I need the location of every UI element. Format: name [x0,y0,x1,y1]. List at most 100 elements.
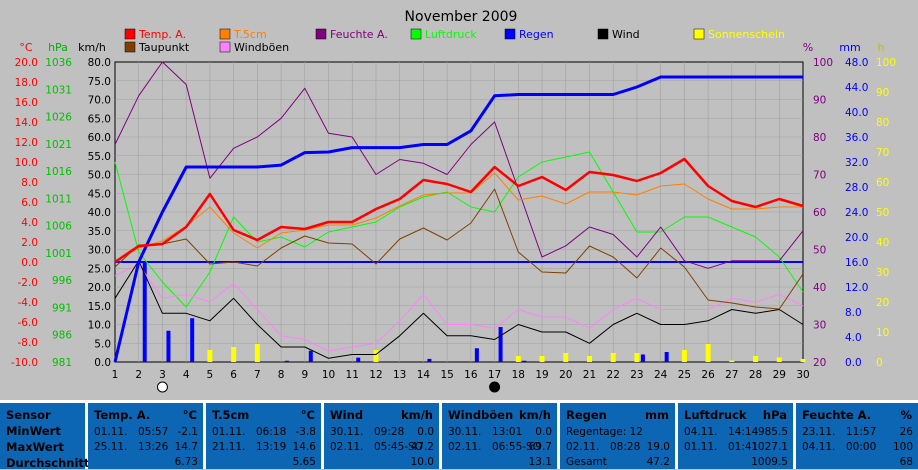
legend-label: Sonnenschein [708,28,785,41]
panel-title: Windböen [448,408,514,422]
tick-label-humidity_pct: 40 [813,282,826,294]
avg-row: 68 [802,456,913,470]
min-date: 04.11. [684,426,718,438]
series-line-t-5cm [114,172,803,263]
rain-bar [166,330,171,362]
axis-labels: °C hPa km/h% mm h [19,41,884,54]
tick-label-temp_c: -2.0 [18,277,39,289]
series-line-wind [114,260,804,359]
rain-bar [522,360,527,362]
min-date: 30.11. [448,426,482,438]
x-tick-label: 11 [346,369,359,381]
x-tick-label: 2 [135,369,142,381]
tick-label-temp_c: 16.0 [15,97,38,109]
axis-unit-wind_kmh: km/h [78,41,106,54]
max-time: 00:00 [846,441,877,453]
x-tick-label: 1 [112,369,119,381]
sun-bar [254,344,260,362]
tick-label-humidity_pct: 70 [813,170,826,182]
x-tick-label: 23 [630,369,643,381]
rain-bar [332,361,337,362]
tick-label-pressure_hpa: 1006 [45,221,72,233]
sensor-header: Sensor [6,408,51,422]
tick-label-temp_c: 14.0 [15,117,38,129]
tick-label-rain_mm: 32.0 [845,157,868,169]
max-time: 06:55-SO [492,441,541,453]
tick-label-wind_kmh: 5.0 [94,338,111,350]
panel-title: Feuchte A. [802,408,872,422]
tick-label-wind_kmh: 65.0 [88,113,111,125]
tick-label-wind_kmh: 30.0 [88,245,111,257]
summary-table: Sensor MinWert MaxWert Durchschnitt Temp… [0,400,918,470]
avg-row: Gesamt 47.2 [566,456,670,470]
tick-label-pressure_hpa: 996 [52,275,72,287]
rain-bar [308,350,313,362]
max-value: 69.7 [528,441,552,453]
tick-label-rain_mm: 40.0 [845,107,868,119]
tick-label-temp_c: 4.0 [21,217,38,229]
x-tick-label: 19 [535,369,548,381]
min-time: 05:57 [138,426,169,438]
tick-label-sun_h: 30 [876,267,889,279]
x-tick-label: 18 [512,369,525,381]
x-tick-label: 29 [773,369,786,381]
x-tick-label: 27 [725,369,738,381]
summary-panel-t-5cm: T.5cm °C 01.11. 06:18 -3.8 21.11. 13:19 14.6 5.6… [206,403,321,469]
panel-title: Wind [330,408,364,422]
rain-bar [427,358,432,362]
tick-label-rain_mm: 36.0 [845,132,868,144]
tick-label-temp_c: 0.0 [21,257,38,269]
avg-value: 47.2 [646,456,670,468]
tick-label-humidity_pct: 50 [813,245,826,257]
legend-label: T.5cm [233,28,267,41]
panel-unit: °C [182,408,197,422]
max-date: 04.11. [802,441,836,453]
tick-label-rain_mm: 28.0 [845,182,868,194]
axis-unit-temp_c: °C [19,41,33,54]
avg-value: 5.65 [292,456,316,468]
tick-label-rain_mm: 8.0 [845,307,862,319]
tick-label-humidity_pct: 80 [813,132,826,144]
x-tick-label: 28 [749,369,762,381]
series-line-feuchte-a- [114,61,804,269]
max-value: 14.6 [292,441,316,453]
max-date: 21.11. [212,441,246,453]
chart-legend: Temp. A. T.5cm Feuchte A. Luftdruck Regen Win… [124,28,785,54]
min-value: -2.1 [177,426,199,438]
bar-marks [142,262,806,362]
min-time: 09:28 [374,426,405,438]
tick-label-rain_mm: 48.0 [845,57,868,69]
x-tick-label: 8 [278,369,285,381]
series-line-temp-a- [114,157,804,264]
max-date: 02.11. [330,441,364,453]
tick-label-temp_c: -4.0 [18,297,39,309]
x-tick-label: 20 [559,369,572,381]
sun-bar [729,360,735,362]
sun-bar [231,347,237,362]
panel-unit: mm [645,408,669,422]
x-tick-label: 9 [301,369,308,381]
tick-label-sun_h: 20 [876,297,889,309]
tick-label-temp_c: 8.0 [21,177,38,189]
panel-title: Luftdruck [684,408,747,422]
x-tick-label: 5 [207,369,214,381]
weather-chart: November 2009 Temp. A. T.5cm Feuchte A. Luf… [11,9,896,393]
min-row: 23.11. 11:57 26 [802,426,913,440]
axis-unit-sun_h: h [878,41,885,54]
summary-panel-windb-en: Windböen km/h 30.11. 13:01 0.0 02.11. 06:55-SO… [442,403,557,469]
tick-label-pressure_hpa: 1011 [45,193,72,205]
sun-bar [634,353,640,362]
tick-label-sun_h: 70 [876,147,889,159]
min-date: 01.11. [212,426,246,438]
x-tick-label: 24 [654,369,668,381]
max-row: 04.11. 00:00 100 [802,441,913,455]
sun-bar [539,356,545,362]
avg-label: Gesamt [566,456,607,468]
tick-label-humidity_pct: 90 [813,95,826,107]
panel-unit: hPa [762,408,787,422]
panel-title: Temp. A. [94,408,151,422]
panel-title: Regen [566,408,607,422]
max-time: 13:26 [138,441,169,453]
tick-label-temp_c: 2.0 [21,237,38,249]
sun-bar [776,357,782,362]
